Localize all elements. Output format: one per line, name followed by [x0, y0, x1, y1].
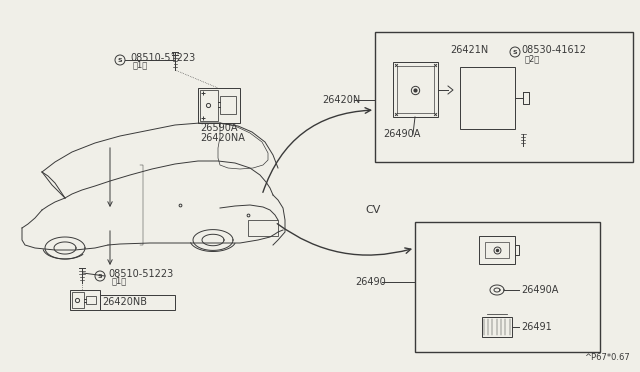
Text: 08510-51223: 08510-51223 [130, 53, 195, 63]
Bar [248, 220, 278, 236]
Text: 26420N: 26420N [322, 95, 360, 105]
Bar [72, 292, 84, 308]
Bar [415, 222, 600, 352]
Text: 26490A: 26490A [521, 285, 558, 295]
Bar [100, 295, 175, 310]
Bar [397, 66, 434, 113]
Bar [375, 32, 633, 162]
Text: S: S [118, 58, 122, 62]
Text: ^P67*0.67: ^P67*0.67 [584, 353, 630, 362]
Text: 08530-41612: 08530-41612 [521, 45, 586, 55]
Text: 26490: 26490 [355, 277, 386, 287]
Bar [485, 242, 509, 258]
Bar [220, 96, 236, 114]
Text: 08510-51223: 08510-51223 [108, 269, 173, 279]
Text: （1）: （1） [112, 276, 127, 285]
Bar [460, 67, 515, 129]
Bar [86, 296, 96, 304]
Text: 26490A: 26490A [383, 129, 420, 139]
Text: 26420NB: 26420NB [102, 297, 147, 307]
Text: S: S [98, 273, 102, 279]
Text: 26590A: 26590A [200, 123, 237, 133]
Text: （2）: （2） [525, 55, 540, 64]
Text: 26421N: 26421N [450, 45, 488, 55]
Text: CV: CV [365, 205, 380, 215]
Bar [482, 317, 512, 337]
Bar [70, 290, 100, 310]
Text: S: S [513, 49, 517, 55]
Text: 26420NA: 26420NA [200, 133, 245, 143]
Bar [198, 88, 240, 123]
Text: 26491: 26491 [521, 322, 552, 332]
Text: （1）: （1） [133, 61, 148, 70]
Bar [393, 62, 438, 117]
Bar [200, 90, 218, 121]
Bar [479, 236, 515, 264]
